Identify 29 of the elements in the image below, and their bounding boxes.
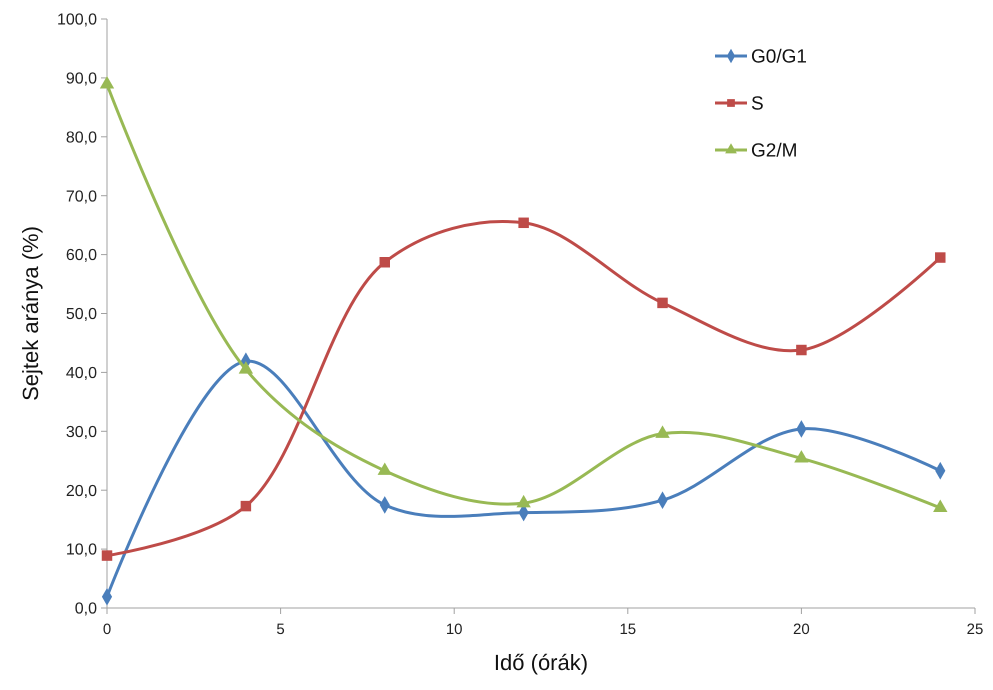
x-tick-label: 20: [793, 621, 810, 638]
y-tick-label: 10,0: [66, 542, 98, 559]
y-axis-title: Sejtek aránya (%): [18, 226, 43, 401]
legend-label: S: [751, 94, 764, 115]
y-tick-label: 50,0: [66, 306, 98, 324]
y-tick-label: 40,0: [66, 365, 98, 382]
x-tick-label: 0: [102, 621, 112, 638]
y-tick-label: 30,0: [66, 424, 98, 441]
x-axis-title: Idő (órák): [494, 650, 588, 675]
point: [380, 257, 390, 268]
y-tick-label: 20,0: [66, 482, 98, 500]
legend-label: G0/G1: [751, 46, 807, 68]
x-tick-label: 25: [966, 621, 984, 638]
y-tick-label: 70,0: [66, 188, 98, 206]
y-tick-label: 0,0: [74, 600, 98, 618]
x-tick-label: 10: [446, 621, 463, 638]
y-tick-label: 90,0: [66, 70, 98, 88]
point: [657, 298, 668, 308]
x-tick-label: 15: [619, 621, 636, 638]
legend-label: G2/M: [751, 140, 798, 162]
point: [796, 344, 807, 356]
point: [935, 252, 946, 263]
y-tick-label: 80,0: [66, 129, 98, 146]
point: [518, 218, 529, 228]
y-tick-label: 100,0: [56, 12, 98, 29]
y-tick-label: 60,0: [66, 247, 98, 264]
x-tick-label: 5: [276, 621, 285, 638]
point: [240, 500, 252, 512]
point: [102, 550, 112, 561]
